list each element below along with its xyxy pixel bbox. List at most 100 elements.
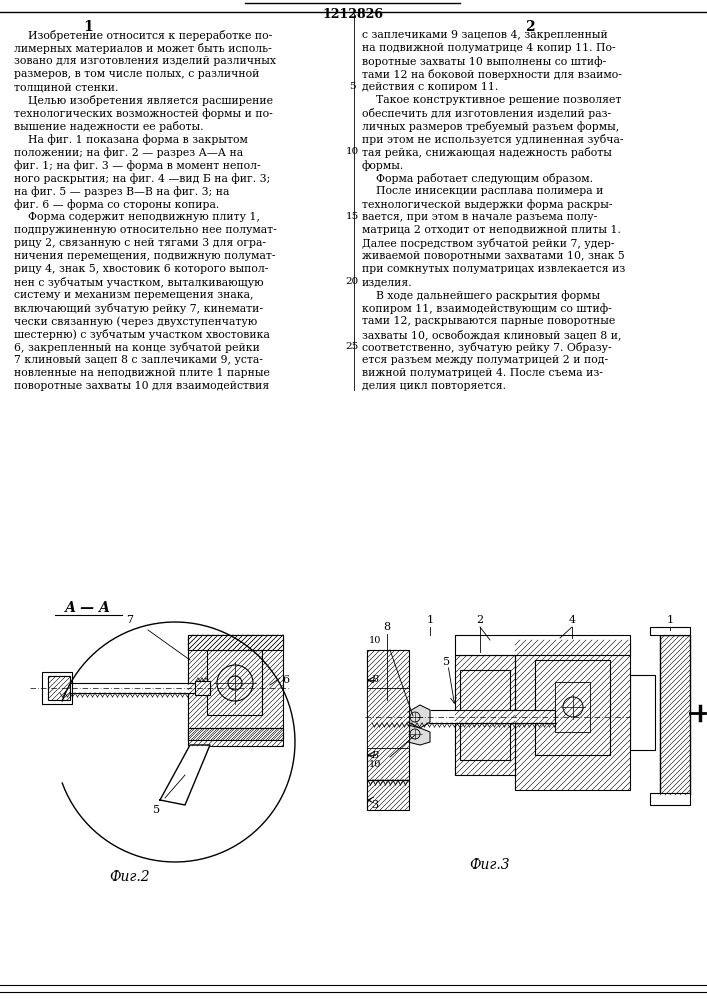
Text: толщиной стенки.: толщиной стенки. bbox=[14, 82, 118, 92]
Text: лимерных материалов и может быть исполь-: лимерных материалов и может быть исполь- bbox=[14, 43, 271, 54]
Text: 2: 2 bbox=[525, 20, 534, 34]
Text: B: B bbox=[371, 750, 378, 760]
Text: изделия.: изделия. bbox=[362, 277, 413, 287]
Bar bbox=[188, 728, 283, 740]
Text: 6: 6 bbox=[282, 675, 289, 685]
Bar bbox=[535, 660, 610, 755]
Text: поворотные захваты 10 для взаимодействия: поворотные захваты 10 для взаимодействия bbox=[14, 381, 269, 391]
Bar bbox=[660, 635, 690, 795]
Text: фиг. 6 — форма со стороны копира.: фиг. 6 — форма со стороны копира. bbox=[14, 199, 219, 210]
Text: 6, закрепленный на конце зубчатой рейки: 6, закрепленный на конце зубчатой рейки bbox=[14, 342, 260, 353]
Text: формы.: формы. bbox=[362, 160, 404, 171]
Text: систему и механизм перемещения знака,: систему и механизм перемещения знака, bbox=[14, 290, 254, 300]
Bar bbox=[650, 627, 690, 635]
Text: включающий зубчатую рейку 7, кинемати-: включающий зубчатую рейку 7, кинемати- bbox=[14, 303, 263, 314]
Text: В ходе дальнейшего раскрытия формы: В ходе дальнейшего раскрытия формы bbox=[362, 290, 600, 301]
Text: матрица 2 отходит от неподвижной плиты 1.: матрица 2 отходит от неподвижной плиты 1… bbox=[362, 225, 621, 235]
Text: 10: 10 bbox=[369, 636, 381, 645]
Text: 1: 1 bbox=[426, 615, 433, 625]
Bar bbox=[195, 681, 210, 695]
Text: 3: 3 bbox=[371, 800, 378, 810]
Text: тая рейка, снижающая надежность работы: тая рейка, снижающая надежность работы bbox=[362, 147, 612, 158]
Text: 10: 10 bbox=[346, 147, 358, 156]
Text: На фиг. 1 показана форма в закрытом: На фиг. 1 показана форма в закрытом bbox=[14, 134, 248, 145]
Text: 10: 10 bbox=[369, 760, 381, 769]
Bar bbox=[188, 730, 283, 746]
Text: Изобретение относится к переработке по-: Изобретение относится к переработке по- bbox=[14, 30, 272, 41]
Text: копиром 11, взаимодействующим со штиф-: копиром 11, взаимодействующим со штиф- bbox=[362, 303, 612, 314]
Text: обеспечить для изготовления изделий раз-: обеспечить для изготовления изделий раз- bbox=[362, 108, 611, 119]
Text: на фиг. 5 — разрез В—В на фиг. 3; на: на фиг. 5 — разрез В—В на фиг. 3; на bbox=[14, 186, 229, 197]
Bar bbox=[42, 672, 72, 704]
Text: соответственно, зубчатую рейку 7. Образу-: соответственно, зубчатую рейку 7. Образу… bbox=[362, 342, 612, 353]
Bar bbox=[367, 650, 409, 780]
Bar bbox=[650, 793, 690, 805]
Text: технологических возможностей формы и по-: технологических возможностей формы и по- bbox=[14, 108, 273, 119]
Text: А — А: А — А bbox=[65, 601, 111, 615]
Bar bbox=[367, 780, 409, 810]
Text: рицу 2, связанную с ней тягами 3 для огра-: рицу 2, связанную с ней тягами 3 для огр… bbox=[14, 238, 266, 248]
Text: После инисекции расплава полимера и: После инисекции расплава полимера и bbox=[362, 186, 603, 196]
Text: технологической выдержки форма раскры-: технологической выдержки форма раскры- bbox=[362, 199, 612, 210]
Text: нен с зубчатым участком, выталкивающую: нен с зубчатым участком, выталкивающую bbox=[14, 277, 264, 288]
Text: Форма содержит неподвижную плиту 1,: Форма содержит неподвижную плиту 1, bbox=[14, 212, 260, 222]
Text: 8: 8 bbox=[383, 622, 390, 632]
Bar bbox=[555, 682, 590, 732]
Text: действия с копиром 11.: действия с копиром 11. bbox=[362, 82, 498, 92]
Text: 1: 1 bbox=[667, 615, 674, 625]
Text: ется разъем между полуматрицей 2 и под-: ется разъем между полуматрицей 2 и под- bbox=[362, 355, 608, 365]
Text: новленные на неподвижной плите 1 парные: новленные на неподвижной плите 1 парные bbox=[14, 368, 270, 378]
Text: рицу 4, знак 5, хвостовик 6 которого выпол-: рицу 4, знак 5, хвостовик 6 которого вып… bbox=[14, 264, 269, 274]
Text: 20: 20 bbox=[346, 277, 358, 286]
Text: 7 клиновый зацеп 8 с заплечиками 9, уста-: 7 клиновый зацеп 8 с заплечиками 9, уста… bbox=[14, 355, 263, 365]
Text: 7: 7 bbox=[127, 615, 134, 625]
Text: B: B bbox=[371, 676, 378, 684]
Text: Целью изобретения является расширение: Целью изобретения является расширение bbox=[14, 95, 273, 106]
Bar bbox=[455, 635, 630, 655]
Text: фиг. 1; на фиг. 3 — форма в момент непол-: фиг. 1; на фиг. 3 — форма в момент непол… bbox=[14, 160, 261, 171]
Polygon shape bbox=[160, 745, 210, 805]
Bar bbox=[207, 650, 262, 715]
Text: при сомкнутых полуматрицах извлекается из: при сомкнутых полуматрицах извлекается и… bbox=[362, 264, 625, 274]
Text: размеров, в том числе полых, с различной: размеров, в том числе полых, с различной bbox=[14, 69, 259, 79]
Bar bbox=[188, 635, 283, 650]
Text: на подвижной полуматрице 4 копир 11. По-: на подвижной полуматрице 4 копир 11. По- bbox=[362, 43, 616, 53]
Text: делия цикл повторяется.: делия цикл повторяется. bbox=[362, 381, 506, 391]
Text: 1: 1 bbox=[83, 20, 93, 34]
Bar bbox=[188, 635, 283, 730]
Text: вышение надежности ее работы.: вышение надежности ее работы. bbox=[14, 121, 204, 132]
Text: Далее посредством зубчатой рейки 7, удер-: Далее посредством зубчатой рейки 7, удер… bbox=[362, 238, 614, 249]
Bar bbox=[370, 710, 555, 723]
Polygon shape bbox=[408, 705, 430, 728]
Text: 5: 5 bbox=[443, 657, 450, 667]
Text: живаемой поворотными захватами 10, знак 5: живаемой поворотными захватами 10, знак … bbox=[362, 251, 625, 261]
Text: 5: 5 bbox=[349, 82, 356, 91]
Text: Фиг.3: Фиг.3 bbox=[469, 858, 510, 872]
Text: 4: 4 bbox=[568, 615, 575, 625]
Text: при этом не используется удлиненная зубча-: при этом не используется удлиненная зубч… bbox=[362, 134, 624, 145]
Text: шестерню) с зубчатым участком хвостовика: шестерню) с зубчатым участком хвостовика bbox=[14, 329, 270, 340]
Text: Такое конструктивное решение позволяет: Такое конструктивное решение позволяет bbox=[362, 95, 621, 105]
Text: вается, при этом в начале разъема полу-: вается, при этом в начале разъема полу- bbox=[362, 212, 597, 222]
Bar bbox=[455, 655, 515, 775]
Text: 5: 5 bbox=[153, 805, 160, 815]
Text: ного раскрытия; на фиг. 4 —вид Б на фиг. 3;: ного раскрытия; на фиг. 4 —вид Б на фиг.… bbox=[14, 173, 270, 184]
Bar bbox=[367, 688, 409, 748]
Text: Фиг.2: Фиг.2 bbox=[110, 870, 151, 884]
Text: чески связанную (через двухступенчатую: чески связанную (через двухступенчатую bbox=[14, 316, 257, 327]
Text: тами 12 на боковой поверхности для взаимо-: тами 12 на боковой поверхности для взаим… bbox=[362, 69, 622, 80]
Bar bbox=[380, 702, 394, 710]
Bar bbox=[460, 670, 510, 760]
Text: Форма работает следующим образом.: Форма работает следующим образом. bbox=[362, 173, 593, 184]
Text: подпружиненную относительно нее полумат-: подпружиненную относительно нее полумат- bbox=[14, 225, 276, 235]
Text: 25: 25 bbox=[346, 342, 358, 351]
Bar bbox=[60, 683, 210, 693]
Text: 1212826: 1212826 bbox=[323, 8, 384, 21]
Text: воротные захваты 10 выполнены со штиф-: воротные захваты 10 выполнены со штиф- bbox=[362, 56, 606, 67]
Polygon shape bbox=[408, 722, 430, 745]
Text: захваты 10, освобождая клиновый зацеп 8 и,: захваты 10, освобождая клиновый зацеп 8 … bbox=[362, 329, 621, 340]
Text: вижной полуматрицей 4. После съема из-: вижной полуматрицей 4. После съема из- bbox=[362, 368, 603, 378]
Text: тами 12, раскрываются парные поворотные: тами 12, раскрываются парные поворотные bbox=[362, 316, 615, 326]
Bar bbox=[630, 675, 655, 750]
Text: 15: 15 bbox=[346, 212, 358, 221]
